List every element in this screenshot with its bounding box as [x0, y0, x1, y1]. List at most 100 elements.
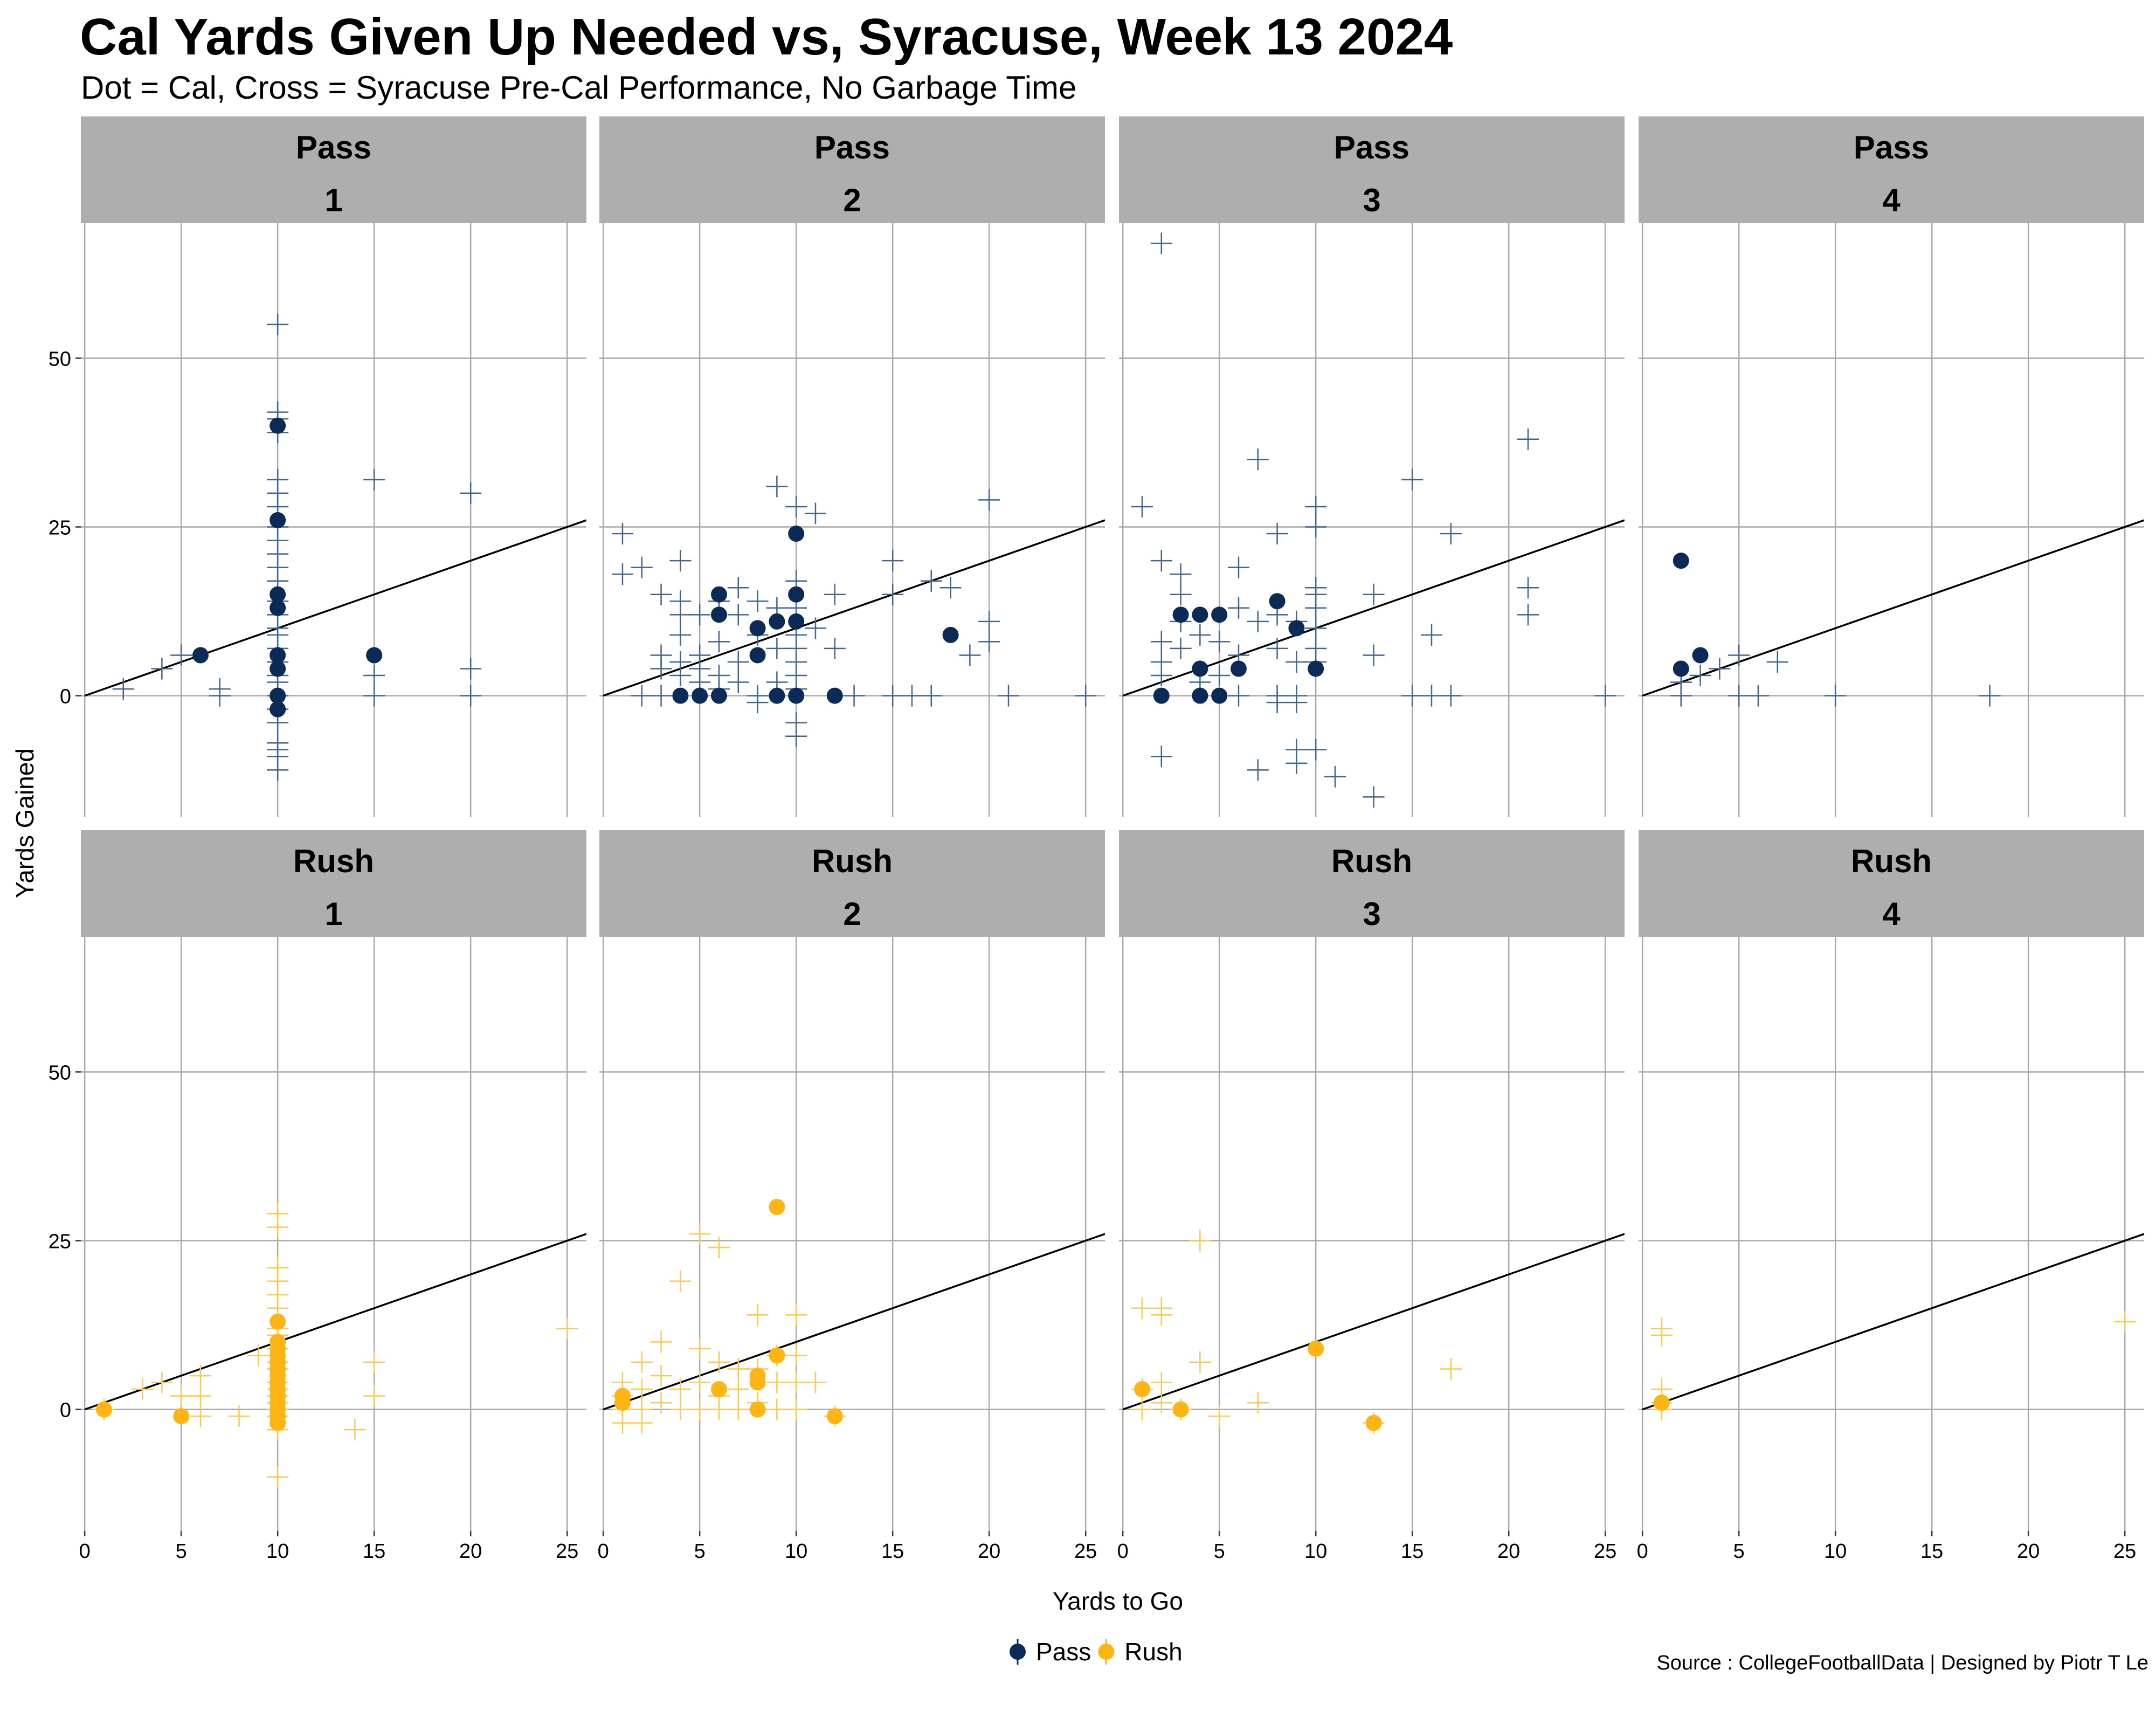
syracuse-cross-point [785, 495, 807, 518]
syracuse-cross-point [460, 658, 482, 680]
syracuse-cross-point [785, 1398, 807, 1420]
cal-dot-point [173, 1408, 190, 1425]
facet-strip-label: Rush [293, 843, 374, 879]
cal-dot-point [826, 1408, 843, 1425]
reference-line [603, 1233, 1105, 1411]
syracuse-cross-point [747, 590, 769, 612]
syracuse-cross-point [1747, 685, 1769, 707]
syracuse-cross-point [460, 685, 482, 707]
x-tick-label: 15 [1920, 1540, 1943, 1563]
syracuse-cross-point [804, 617, 826, 639]
legend-key-dot [1098, 1644, 1115, 1660]
syracuse-cross-point [804, 502, 826, 525]
x-tick-label: 5 [176, 1540, 187, 1563]
facet-strip-label: Rush [1331, 843, 1412, 879]
syracuse-cross-point [1825, 685, 1847, 707]
syracuse-cross-point [1305, 617, 1327, 639]
cal-dot-point [749, 1401, 766, 1418]
facet-strip-label: 4 [1882, 896, 1901, 932]
cal-dot-point [749, 620, 766, 637]
syracuse-cross-point [1689, 665, 1711, 687]
syracuse-cross-point [1670, 685, 1692, 707]
cal-dot-point [788, 586, 805, 603]
syracuse-cross-point [1131, 1398, 1153, 1420]
syracuse-cross-point [1305, 739, 1327, 761]
syracuse-cross-point [1189, 1351, 1211, 1373]
syracuse-cross-point [1517, 604, 1539, 626]
syracuse-cross-point [1208, 665, 1231, 687]
syracuse-cross-point [669, 1378, 692, 1400]
syracuse-cross-point [189, 1385, 211, 1407]
syracuse-cross-point [1440, 685, 1462, 707]
reference-line [1642, 1233, 2144, 1411]
cal-dot-point [1211, 606, 1228, 623]
syracuse-cross-point [689, 604, 711, 626]
cal-dot-point [1269, 593, 1286, 610]
cal-dot-point [710, 586, 727, 603]
syracuse-cross-point [611, 1412, 633, 1434]
syracuse-cross-point [151, 658, 173, 680]
facet-strip-label: Pass [814, 129, 890, 165]
cal-dot-point [672, 687, 689, 704]
facet-strip [1639, 830, 2144, 937]
cal-dot-point [788, 687, 805, 704]
cal-dot-point [749, 1374, 766, 1391]
syracuse-cross-point [1420, 624, 1442, 646]
facet-strip-label: Pass [1334, 129, 1409, 165]
x-tick-label: 10 [266, 1540, 289, 1563]
syracuse-cross-point [1208, 631, 1231, 653]
cal-dot-point [270, 1414, 286, 1431]
cal-dot-point [270, 660, 286, 677]
syracuse-cross-point [708, 1351, 730, 1373]
cal-dot-point [769, 613, 785, 630]
reference-line [603, 519, 1105, 697]
syracuse-cross-point [1363, 583, 1385, 605]
syracuse-cross-point [1131, 495, 1153, 518]
syracuse-cross-point [267, 1216, 289, 1238]
x-tick-label: 0 [1637, 1540, 1648, 1563]
syracuse-cross-point [170, 644, 192, 666]
syracuse-cross-point [959, 644, 981, 666]
syracuse-cross-point [267, 313, 289, 335]
syracuse-cross-point [1170, 563, 1192, 585]
syracuse-cross-point [611, 563, 633, 585]
syracuse-cross-point [1401, 685, 1423, 707]
syracuse-cross-point [1517, 428, 1539, 450]
facet-strip-label: 3 [1363, 182, 1380, 218]
syracuse-cross-point [631, 1412, 653, 1434]
chart-subtitle: Dot = Cal, Cross = Syracuse Pre-Cal Perf… [81, 70, 1077, 106]
syracuse-cross-point [747, 1304, 769, 1326]
syracuse-cross-point [556, 1317, 578, 1340]
syracuse-cross-point [1766, 651, 1788, 673]
facet-strip-label: Rush [1851, 843, 1932, 879]
syracuse-cross-point [1150, 746, 1172, 768]
syracuse-cross-point [151, 1371, 173, 1393]
syracuse-cross-point [727, 604, 749, 626]
syracuse-cross-point [727, 1398, 749, 1420]
syracuse-cross-point [1131, 1297, 1153, 1319]
syracuse-cross-point [363, 685, 385, 707]
cal-dot-point [1653, 1395, 1670, 1411]
cal-dot-point [270, 647, 286, 664]
cal-dot-point [1288, 620, 1305, 637]
syracuse-cross-point [1189, 1230, 1211, 1252]
syracuse-cross-point [631, 1351, 653, 1373]
syracuse-cross-point [785, 1304, 807, 1326]
syracuse-cross-point [669, 604, 692, 626]
syracuse-cross-point [209, 685, 231, 707]
syracuse-cross-point [1247, 610, 1269, 632]
syracuse-cross-point [1594, 685, 1616, 707]
x-tick-label: 15 [363, 1540, 385, 1563]
cal-dot-point [1192, 606, 1208, 623]
syracuse-cross-point [708, 631, 730, 653]
syracuse-cross-point [247, 1344, 270, 1367]
syracuse-cross-point [978, 489, 1000, 511]
syracuse-cross-point [766, 475, 788, 498]
y-tick-label: 0 [60, 686, 71, 708]
cal-dot-point [614, 1395, 631, 1411]
syracuse-cross-point [267, 759, 289, 781]
syracuse-cross-point [1440, 523, 1462, 545]
reference-line [84, 1233, 586, 1411]
syracuse-cross-point [1247, 448, 1269, 471]
